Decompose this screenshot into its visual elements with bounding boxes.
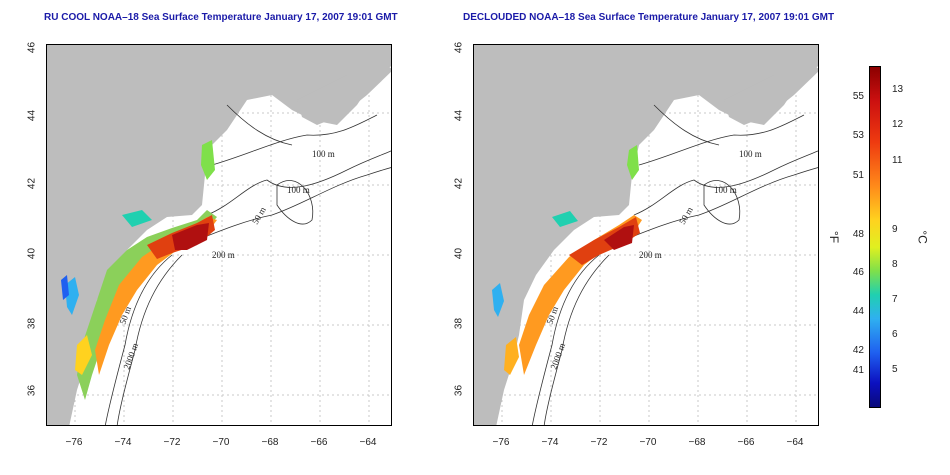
lon-tick-label: −76 — [492, 437, 510, 448]
colorbar-f-tick: 42 — [852, 345, 864, 356]
nova-scotia-land — [297, 65, 391, 125]
lon-tick-label: −72 — [590, 437, 608, 448]
colorbar-c-tick: 9 — [892, 224, 898, 235]
lon-tick-label: −74 — [541, 437, 559, 448]
lon-tick-label: −68 — [261, 437, 279, 448]
lat-tick-label: 38 — [453, 317, 465, 330]
left-sst-swath — [61, 140, 217, 400]
lon-tick-label: −72 — [163, 437, 181, 448]
lon-tick-label: −70 — [639, 437, 657, 448]
temperature-colorbar — [869, 66, 881, 408]
lon-tick-label: −68 — [688, 437, 706, 448]
colorbar-c-tick: 6 — [892, 329, 898, 340]
colorbar-f-unit: °F — [827, 230, 842, 244]
colorbar-c-tick: 11 — [892, 155, 903, 166]
land-mass — [47, 45, 391, 425]
lon-tick-label: −64 — [786, 437, 804, 448]
contour-label: 200 m — [212, 250, 235, 260]
lat-tick-label: 36 — [453, 384, 465, 397]
colorbar-f-tick: 44 — [852, 306, 864, 317]
contour-label: 100 m — [714, 185, 737, 195]
colorbar-f-tick: 46 — [852, 267, 864, 278]
land-mass — [474, 45, 818, 425]
lat-tick-label: 40 — [453, 247, 465, 260]
contour-label: 100 m — [312, 149, 335, 159]
lat-tick-label: 44 — [453, 109, 465, 122]
lat-tick-label: 40 — [26, 247, 38, 260]
colorbar-c-tick: 12 — [892, 119, 904, 130]
colorbar-c-tick: 8 — [892, 259, 898, 270]
lat-tick-label: 38 — [26, 317, 38, 330]
lon-tick-label: −74 — [114, 437, 132, 448]
contour-label: 50 m — [250, 205, 268, 226]
lon-tick-label: −70 — [212, 437, 230, 448]
left-sst-map: 100 m 100 m 50 m 200 m 50 m 2000 m — [46, 44, 392, 426]
lon-tick-label: −76 — [65, 437, 83, 448]
lat-tick-label: 42 — [453, 177, 465, 190]
lat-tick-label: 36 — [26, 384, 38, 397]
lon-tick-label: −64 — [359, 437, 377, 448]
colorbar-f-tick: 55 — [852, 91, 864, 102]
colorbar-c-tick: 13 — [892, 84, 904, 95]
contour-label: 50 m — [677, 205, 695, 226]
colorbar-c-tick: 5 — [892, 364, 898, 375]
lat-tick-label: 42 — [26, 177, 38, 190]
colorbar-c-unit: °C — [915, 230, 930, 244]
nova-scotia-land — [724, 65, 818, 125]
colorbar-c-tick: 7 — [892, 294, 898, 305]
colorbar-f-tick: 51 — [852, 170, 864, 181]
colorbar-f-tick: 48 — [852, 229, 864, 240]
lat-tick-label: 46 — [26, 41, 38, 54]
contour-label: 200 m — [639, 250, 662, 260]
right-sst-map: 100 m 100 m 50 m 200 m 50 m 2000 m — [473, 44, 819, 426]
right-map-title: DECLOUDED NOAA–18 Sea Surface Temperatur… — [463, 12, 835, 23]
contour-label: 100 m — [287, 185, 310, 195]
right-sst-swath — [492, 145, 642, 375]
colorbar-f-tick: 41 — [852, 365, 864, 376]
lon-tick-label: −66 — [310, 437, 328, 448]
lon-tick-label: −66 — [737, 437, 755, 448]
lat-tick-label: 44 — [26, 109, 38, 122]
contour-label: 100 m — [739, 149, 762, 159]
left-map-title: RU COOL NOAA–18 Sea Surface Temperature … — [44, 12, 398, 23]
lat-tick-label: 46 — [453, 41, 465, 54]
colorbar-f-tick: 53 — [852, 130, 864, 141]
